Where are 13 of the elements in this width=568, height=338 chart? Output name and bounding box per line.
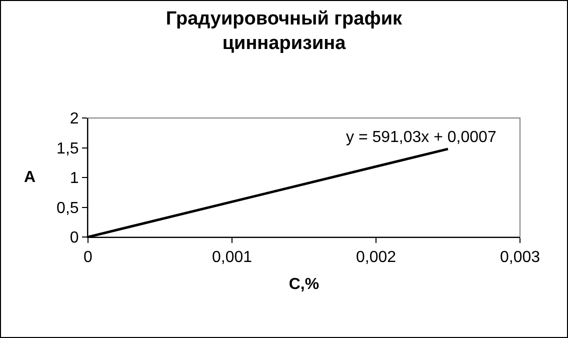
x-tick-label: 0 (84, 249, 93, 266)
y-tick-label: 1 (70, 170, 79, 188)
annotation: y = 591,03x + 0,0007 (346, 129, 496, 146)
y-tick-label: 0,5 (56, 200, 79, 217)
chart-title: Градуировочный график циннаризина (166, 8, 403, 54)
y-tick-label: 2 (70, 110, 79, 128)
x-tick-label: 0,001 (212, 249, 252, 266)
x-tick-label: 0,003 (500, 249, 540, 266)
y-tick-label: 1,5 (56, 140, 79, 158)
y-tick-label: 0 (70, 230, 79, 247)
x-tick-label: 0,002 (356, 249, 396, 266)
x-axis-title: C,% (288, 276, 320, 293)
y-axis-title: A (24, 169, 36, 186)
